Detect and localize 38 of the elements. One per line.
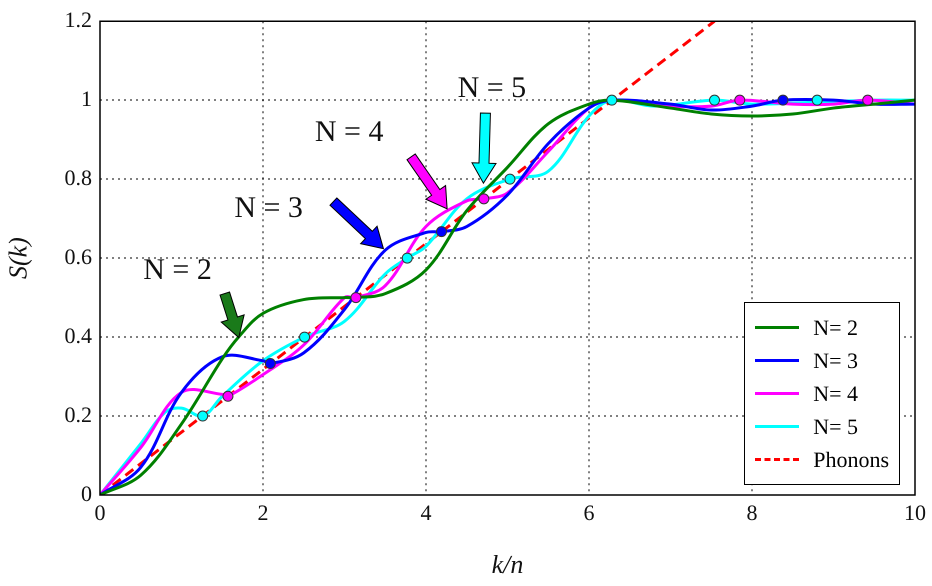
x-tick-label: 6 bbox=[584, 500, 594, 525]
y-tick-label: 1.2 bbox=[64, 6, 92, 32]
point bbox=[709, 94, 720, 106]
point bbox=[222, 390, 234, 402]
point bbox=[812, 94, 823, 106]
annotation: N = 2 bbox=[143, 253, 212, 288]
x-axis-title: k/n bbox=[492, 550, 524, 580]
point bbox=[197, 410, 208, 422]
legend-label: N= 2 bbox=[813, 314, 858, 340]
legend-label: N= 4 bbox=[813, 380, 858, 406]
y-tick-label: 0.2 bbox=[64, 402, 92, 427]
y-tick-label: 0.6 bbox=[64, 244, 92, 269]
y-tick-label: 0.4 bbox=[64, 322, 92, 348]
x-tick-label: 4 bbox=[420, 500, 432, 525]
point bbox=[299, 332, 310, 343]
y-tick-label: 0.8 bbox=[64, 164, 92, 190]
y-tick-label: 0 bbox=[81, 480, 92, 506]
legend-label: N= 3 bbox=[813, 348, 858, 374]
point bbox=[606, 94, 618, 106]
x-tick-label: 10 bbox=[904, 500, 926, 525]
point bbox=[862, 94, 874, 106]
point bbox=[504, 174, 516, 185]
point bbox=[436, 226, 447, 238]
y-axis-title: S(k) bbox=[3, 237, 32, 280]
point bbox=[777, 94, 788, 106]
annotation: N = 3 bbox=[234, 191, 303, 226]
annotation: N = 5 bbox=[458, 71, 526, 106]
point bbox=[350, 292, 362, 304]
point bbox=[264, 358, 276, 370]
legend-label: Phonons bbox=[813, 446, 889, 472]
point bbox=[478, 193, 490, 204]
x-tick-label: 2 bbox=[258, 500, 268, 525]
y-tick-label: 1 bbox=[81, 86, 92, 111]
x-tick-label: 8 bbox=[746, 500, 758, 525]
point bbox=[734, 94, 746, 106]
point bbox=[402, 252, 413, 264]
annotation: N = 4 bbox=[314, 114, 384, 149]
legend-label: N= 5 bbox=[813, 414, 858, 440]
